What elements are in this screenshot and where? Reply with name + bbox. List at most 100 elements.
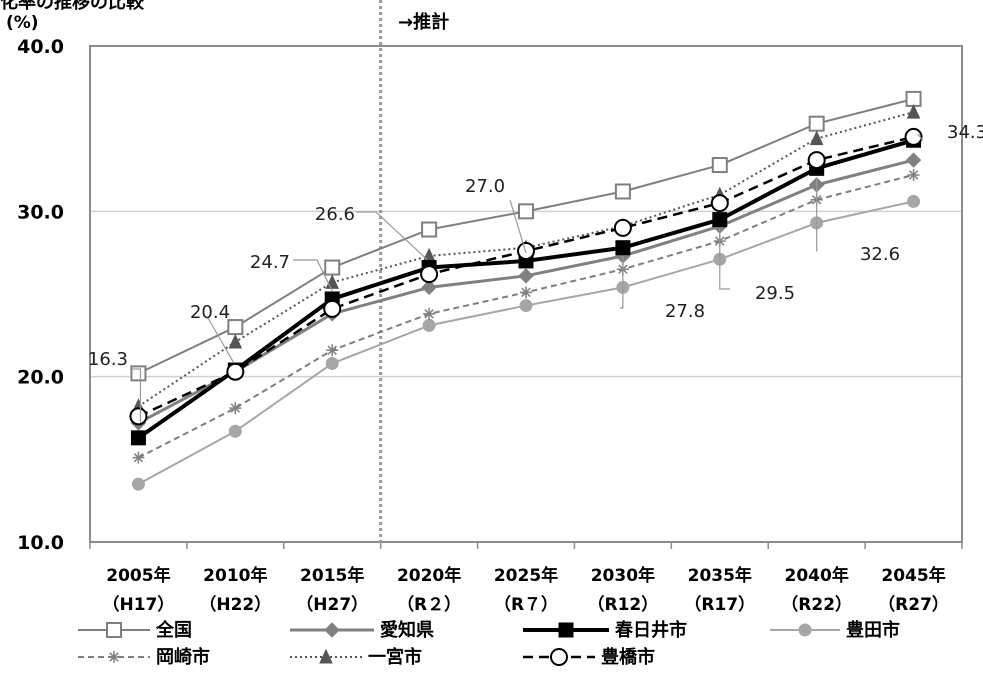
x-tick-label-era: （H22）: [199, 594, 271, 615]
data-point: [615, 240, 631, 256]
data-label-group: 16.3: [88, 349, 142, 423]
data-point: [421, 221, 438, 238]
x-tick-label-era: （R７）: [494, 594, 558, 615]
data-point: [422, 318, 436, 332]
x-tick-label-era: （R22）: [781, 594, 852, 615]
y-tick-label: 40.0: [17, 36, 64, 58]
data-point: [421, 279, 437, 296]
data-label: 27.0: [465, 176, 505, 197]
legend-swatch-marker: [106, 622, 122, 638]
data-point: [906, 103, 921, 119]
plot-frame: [89, 45, 963, 543]
data-point: [712, 212, 728, 228]
data-label: 20.4: [190, 302, 230, 323]
leader-line: [207, 317, 234, 363]
x-tick-label-year: 2030年: [591, 565, 655, 586]
legend-item-全国: 全国: [78, 619, 192, 641]
x-tick-label-era: （H17）: [102, 594, 174, 615]
legend-item-豊田市: 豊田市: [770, 619, 900, 641]
data-point: [905, 152, 922, 168]
data-point: [323, 299, 342, 318]
legend-item-岡崎市: 岡崎市: [78, 646, 210, 668]
x-tick-label-era: （R27）: [878, 594, 949, 615]
axes: 10.0 20.0 30.0 40.0 2005年 （H17） 2010年 （H22） 2015…: [17, 0, 963, 615]
data-point: [326, 344, 339, 357]
legend-swatch-marker: [798, 623, 812, 637]
legend-label: 春日井市: [615, 619, 687, 641]
chart-title-fragment: 化率の推移の比較: [0, 0, 145, 13]
x-tick-label-year: 2010年: [203, 565, 267, 586]
legend-swatch-marker: [558, 622, 574, 638]
legend-label: 一宮市: [368, 646, 422, 668]
leader-line: [719, 228, 730, 290]
data-point: [710, 194, 729, 213]
data-label: 24.7: [250, 252, 290, 273]
x-tick-label-era: （R12）: [588, 594, 659, 615]
leader-line: [293, 259, 333, 292]
y-tick-label: 10.0: [17, 532, 64, 554]
data-label: 26.6: [315, 204, 355, 225]
series-line: [138, 97, 914, 375]
data-label-group: 32.6: [816, 177, 900, 265]
data-label-group: 34.3: [917, 122, 983, 143]
legend-label: 岡崎市: [156, 646, 210, 668]
data-point: [519, 299, 533, 313]
data-point: [132, 451, 145, 464]
x-tick-label-era: （R２）: [397, 594, 461, 615]
x-tick-label-era: （R17）: [684, 594, 755, 615]
y-tick-label: 20.0: [17, 367, 64, 389]
data-label-group: 27.8: [620, 255, 705, 322]
data-label-group: 27.0: [465, 176, 527, 254]
leader-line: [620, 255, 624, 309]
x-tick-label-year: 2025年: [494, 565, 558, 586]
projection-label: →推計: [398, 11, 449, 33]
data-point: [422, 247, 436, 263]
data-point: [905, 90, 922, 107]
data-label-group: 24.7: [250, 252, 333, 292]
data-point: [420, 265, 439, 284]
series-全国: [130, 90, 922, 382]
series-layer: [129, 90, 923, 491]
data-point: [324, 259, 341, 276]
data-label: 27.8: [665, 301, 705, 322]
y-unit-label: (%): [6, 13, 39, 33]
legend-swatch-marker: [550, 648, 568, 666]
x-tick-label-era: （H27）: [296, 594, 368, 615]
data-point: [518, 203, 534, 220]
data-point: [228, 424, 242, 438]
data-point: [226, 362, 245, 381]
legend-swatch-marker: [108, 651, 120, 663]
data-point: [711, 157, 728, 174]
data-point: [131, 477, 145, 491]
data-point: [229, 402, 242, 415]
data-point: [130, 430, 146, 446]
legend-label: 全国: [155, 619, 192, 641]
x-tick-label-year: 2035年: [688, 565, 752, 586]
data-point: [227, 319, 244, 336]
x-tick-label-year: 2005年: [106, 565, 170, 586]
leader-line: [917, 133, 924, 141]
y-tick-label: 30.0: [17, 201, 64, 223]
data-point: [808, 115, 825, 132]
leader-line: [130, 368, 142, 423]
x-tick-label-year: 2045年: [881, 565, 945, 586]
data-point: [809, 130, 824, 146]
legend-item-一宮市: 一宮市: [290, 646, 422, 668]
data-label-group: 20.4: [190, 302, 234, 363]
leader-line: [816, 177, 818, 252]
legend-item-豊橋市: 豊橋市: [523, 646, 655, 668]
data-point: [325, 356, 339, 370]
legend-label: 豊橋市: [601, 646, 655, 668]
data-point: [904, 127, 923, 146]
x-tick-label-year: 2040年: [785, 565, 849, 586]
annotation-layer: 16.3 20.4 24.7 26.6 27.0 27.8 29.5 32.6 34.3: [88, 122, 983, 423]
data-point: [520, 286, 532, 299]
legend-label: 愛知県: [380, 619, 434, 641]
legend-swatch-marker: [319, 648, 333, 664]
leader-line: [509, 199, 527, 254]
data-label: 29.5: [755, 283, 795, 304]
legend-label: 豊田市: [846, 619, 900, 641]
data-point: [907, 168, 920, 181]
